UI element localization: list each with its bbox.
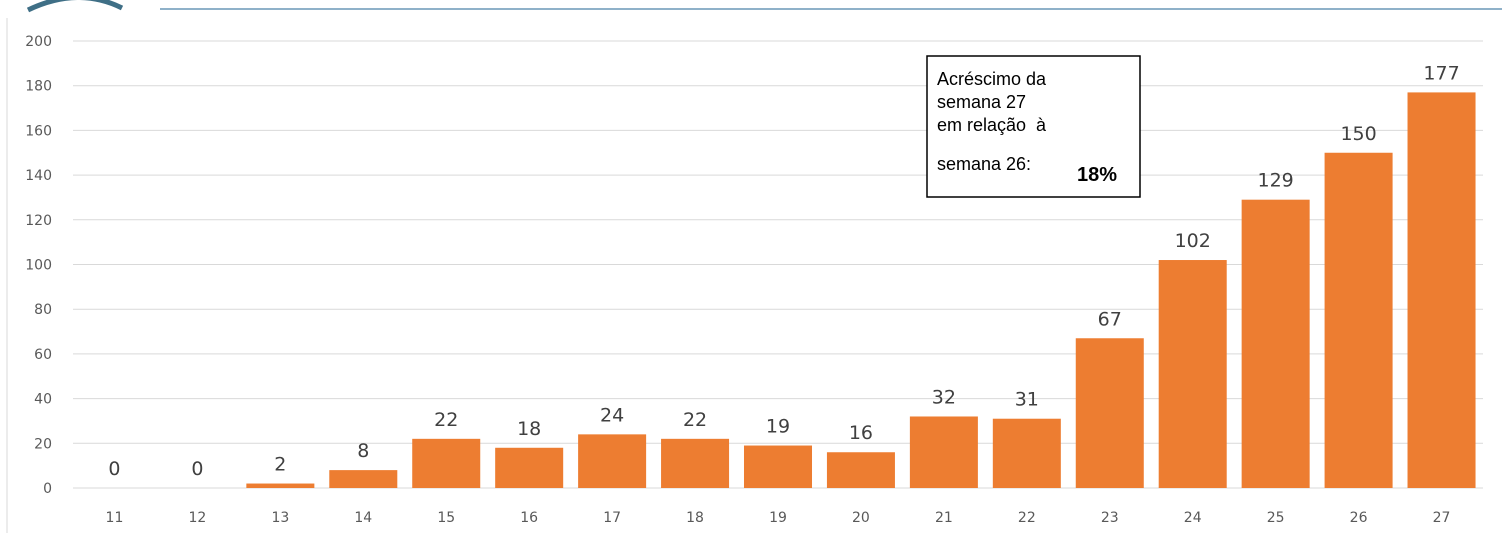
y-tick-label: 60 [34,347,52,363]
x-tick-label: 17 [603,510,621,526]
data-label: 22 [683,409,707,431]
x-tick-label: 20 [852,510,870,526]
data-label: 102 [1175,230,1211,252]
x-tick-label: 15 [437,510,455,526]
bar [412,438,481,488]
data-label: 18 [517,418,541,440]
x-tick-label: 18 [686,510,704,526]
y-tick-label: 180 [25,79,52,95]
annotation-line-2: semana 27 [937,92,1026,112]
data-label: 129 [1258,170,1294,192]
x-tick-label: 24 [1184,510,1202,526]
bar [578,434,647,488]
bar [909,416,978,488]
annotation-line-1: Acréscimo da [937,69,1047,89]
data-label: 150 [1340,123,1376,145]
bar [1075,338,1144,488]
bar [661,438,730,488]
y-tick-label: 140 [25,168,52,184]
data-label: 0 [191,458,203,480]
x-axis-tick-labels: 11 12 13 14 15 16 17 18 19 20 21 22 23 24 25 26 27 [106,510,1451,526]
y-tick-label: 20 [34,436,52,452]
annotation-value: 18% [1077,164,1117,186]
x-tick-label: 19 [769,510,787,526]
bars [246,92,1476,488]
y-tick-label: 120 [25,213,52,229]
data-label: 32 [932,386,956,408]
data-label: 2 [274,454,286,476]
bar [329,470,398,488]
bar [1158,260,1227,488]
y-tick-label: 80 [34,302,52,318]
bar [495,447,564,488]
bar [1324,152,1393,488]
x-tick-label: 27 [1433,510,1451,526]
logo-arc-icon [26,0,124,13]
y-tick-label: 40 [34,392,52,408]
data-label: 177 [1423,62,1459,84]
bar [826,452,895,488]
data-label: 19 [766,416,790,438]
x-tick-label: 13 [271,510,289,526]
bar [1241,199,1310,488]
header-decoration [26,0,1502,13]
x-tick-label: 21 [935,510,953,526]
x-tick-label: 23 [1101,510,1119,526]
y-tick-label: 0 [43,481,52,497]
bar [743,445,813,488]
x-tick-label: 22 [1018,510,1036,526]
y-tick-label: 200 [25,34,52,50]
x-tick-label: 14 [354,510,372,526]
data-label: 22 [434,409,458,431]
data-labels: 0 0 2 8 22 18 24 22 19 16 32 31 67 102 129 150 177 [108,62,1459,480]
annotation-line-4: semana 26: [937,154,1031,174]
data-label: 24 [600,404,624,426]
x-tick-label: 26 [1350,510,1368,526]
y-tick-label: 160 [25,123,52,139]
y-tick-label: 100 [25,258,52,274]
y-axis-tick-labels: 0 20 40 60 80 100 120 140 160 180 200 [25,34,52,497]
bar [1407,92,1476,488]
data-label: 31 [1015,389,1039,411]
data-label: 67 [1098,308,1122,330]
annotation-box: Acréscimo da semana 27 em relação à sema… [926,55,1141,198]
annotation-line-3: em relação à [937,115,1047,135]
x-tick-label: 16 [520,510,538,526]
x-tick-label: 12 [188,510,206,526]
x-tick-label: 11 [106,510,124,526]
data-label: 16 [849,422,873,444]
data-label: 8 [357,440,369,462]
bar [246,483,315,488]
data-label: 0 [108,458,120,480]
bar [992,418,1061,488]
x-tick-label: 25 [1267,510,1285,526]
